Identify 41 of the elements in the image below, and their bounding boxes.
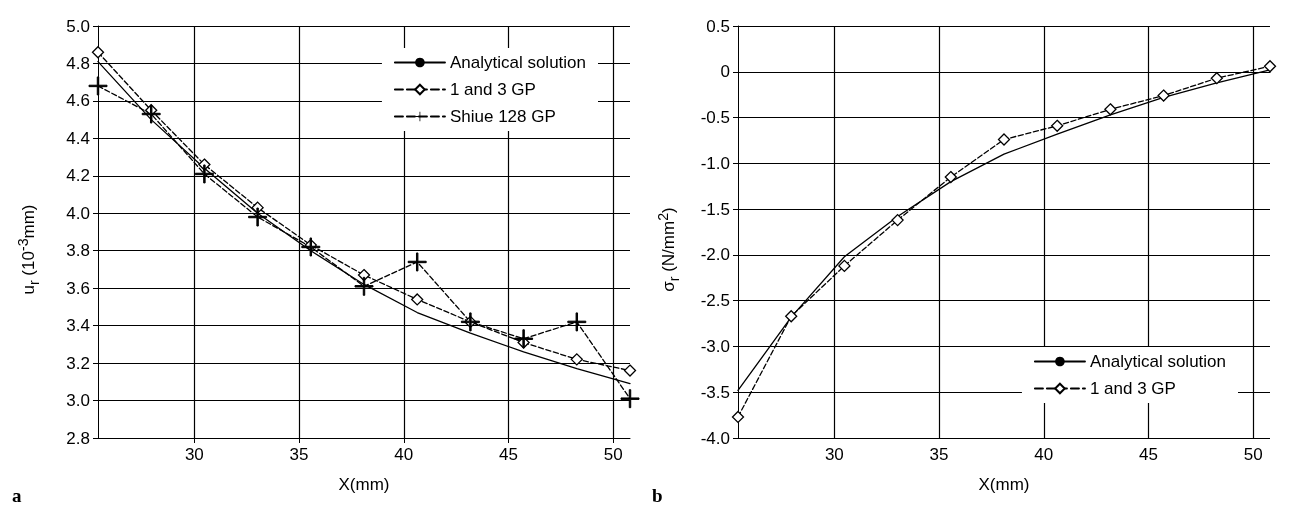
x-tick-label: 35 [929, 445, 949, 464]
y-tick-label: 4.8 [66, 53, 90, 73]
x-tick-label: 50 [603, 445, 623, 464]
x-tick-label: 45 [1139, 445, 1158, 464]
y-tick-label: 3.0 [66, 391, 90, 411]
legend-label: Analytical solution [1089, 352, 1226, 371]
y-tick-label: -2.0 [700, 245, 730, 265]
x-axis-title: X(mm) [978, 475, 1030, 494]
y-tick-label: 3.2 [66, 353, 90, 373]
x-tick-label: 50 [1243, 445, 1263, 464]
y-tick-label: 0.5 [706, 16, 730, 36]
y-tick-label: 4.4 [66, 128, 90, 148]
y-tick-label: 2.8 [66, 428, 90, 448]
y-tick-label: 3.4 [66, 316, 90, 336]
text: a [12, 485, 22, 506]
y-tick-label: 4.6 [66, 91, 90, 111]
legend-label: 1 and 3 GP [1089, 379, 1176, 398]
y-tick-label: 3.8 [66, 241, 90, 261]
x-tick-label: 40 [1034, 445, 1054, 464]
y-tick-label: 0 [720, 62, 730, 82]
legend-label: Shiue 128 GP [449, 107, 556, 126]
y-tick-label: 4.2 [66, 166, 90, 186]
legend-label: 1 and 3 GP [449, 80, 536, 99]
x-tick-label: 30 [184, 445, 204, 464]
text: b [652, 485, 663, 506]
x-axis-title: X(mm) [338, 475, 390, 494]
y-tick-label: -4.0 [700, 428, 730, 448]
x-tick-label: 30 [824, 445, 844, 464]
y-tick-label: 3.6 [66, 278, 90, 298]
x-tick-label: 40 [394, 445, 414, 464]
legend-label: Analytical solution [449, 53, 586, 72]
y-tick-label: -1.5 [700, 199, 730, 219]
y-tick-label: -3.5 [700, 382, 730, 402]
y-tick-label: -0.5 [700, 108, 730, 128]
y-tick-label: -2.5 [700, 291, 730, 311]
y-tick-label: 5.0 [66, 16, 90, 36]
y-tick-label: -1.0 [700, 153, 730, 173]
x-tick-label: 35 [289, 445, 309, 464]
y-tick-label: 4.0 [66, 203, 90, 223]
y-tick-label: -3.0 [700, 336, 730, 356]
x-tick-label: 45 [499, 445, 518, 464]
